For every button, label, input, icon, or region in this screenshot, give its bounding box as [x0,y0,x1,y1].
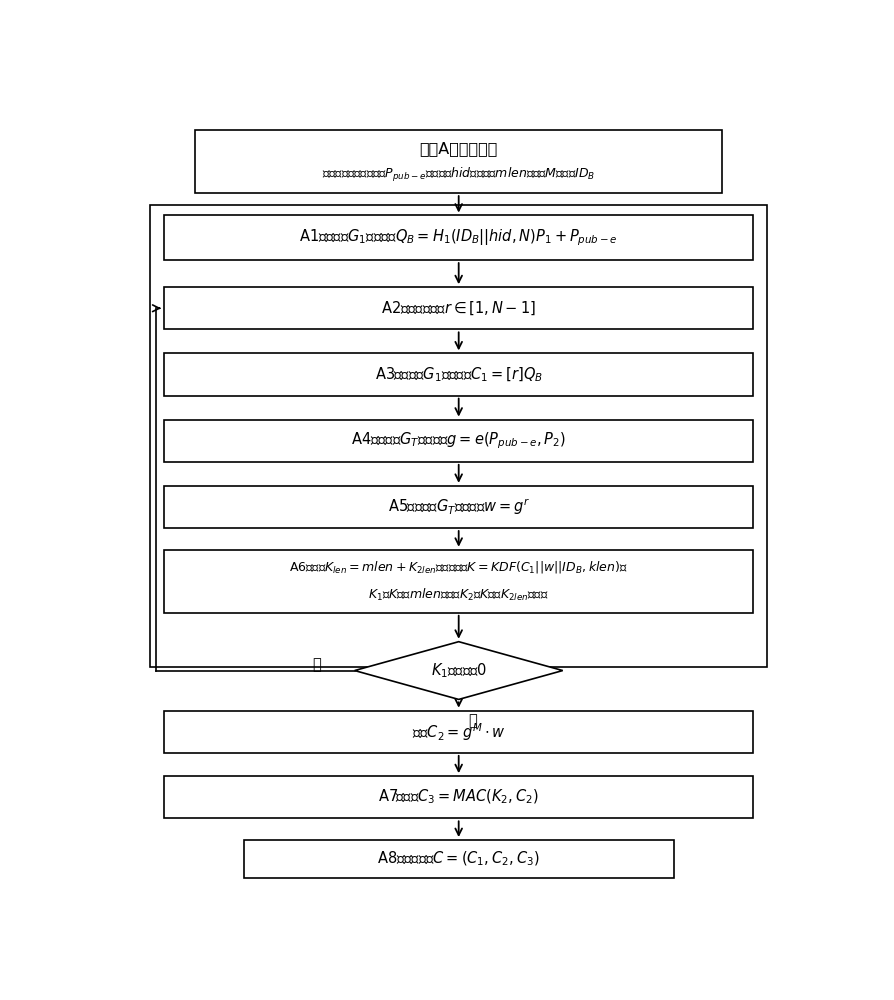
Bar [164,353,753,396]
Text: 系统参数、加密主公钥$P_{pub-e}$、识别符$hid$、长度为$mlen$的消息$M$和标识$ID_B$: 系统参数、加密主公钥$P_{pub-e}$、识别符$hid$、长度为$mlen$… [322,166,595,184]
Text: A1：计算群$G_1$中的元素$Q_B = H_1(ID_B||hid, N)P_1 + P_{pub-e}$: A1：计算群$G_1$中的元素$Q_B = H_1(ID_B||hid, N)P… [299,228,618,248]
Bar [195,130,721,193]
Bar [243,840,673,878]
Bar [150,205,766,667]
Bar [164,420,753,462]
Bar [164,550,753,613]
Bar [164,486,753,528]
Bar [164,711,753,753]
Polygon shape [354,642,562,699]
Text: A6：计算$K_{len} = mlen + K_{2len}$，然后计算$K = KDF(C_1||w||ID_B, klen)$。: A6：计算$K_{len} = mlen + K_{2len}$，然后计算$K … [289,559,628,575]
Text: 是: 是 [312,657,321,672]
Bar [164,776,753,818]
Text: A7：计算$C_3 = MAC(K_2, C_2)$: A7：计算$C_3 = MAC(K_2, C_2)$ [378,788,538,806]
Bar [164,215,753,260]
Text: $K_1$为$K$的前$mlen$比特，$K_2$为$K$的后$K_{2len}$比特。: $K_1$为$K$的前$mlen$比特，$K_2$为$K$的后$K_{2len}… [368,587,548,603]
Text: 否: 否 [468,713,477,728]
Text: A8：输出密文$C = (C_1, C_2, C_3)$: A8：输出密文$C = (C_1, C_2, C_3)$ [377,850,539,868]
Text: A5：计算群$G_T$中的元素$w = g^r$: A5：计算群$G_T$中的元素$w = g^r$ [387,497,529,517]
Bar [164,287,753,329]
Text: A3：计算群$G_1$中的元素$C_1 = [r]Q_B$: A3：计算群$G_1$中的元素$C_1 = [r]Q_B$ [375,365,542,384]
Text: 用户A的原始数据: 用户A的原始数据 [419,141,497,156]
Text: A2：产生随机数$r\in[1, N-1]$: A2：产生随机数$r\in[1, N-1]$ [381,300,536,317]
Text: A4：计算群$G_T$中的元素$g = e(P_{pub-e}, P_2)$: A4：计算群$G_T$中的元素$g = e(P_{pub-e}, P_2)$ [350,430,566,451]
Text: 计算$C_2 = g^M \cdot w$: 计算$C_2 = g^M \cdot w$ [411,721,505,743]
Text: $K_1$是否全为0: $K_1$是否全为0 [430,661,486,680]
